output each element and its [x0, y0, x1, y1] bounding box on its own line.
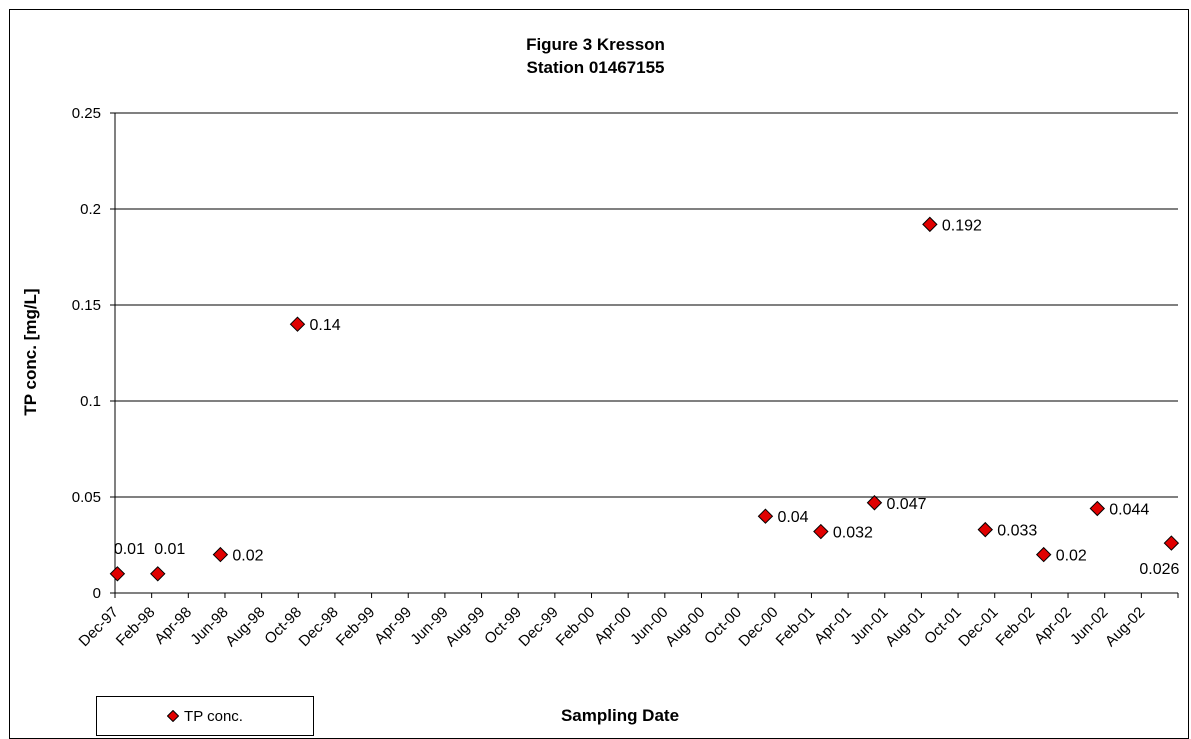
data-point	[1089, 500, 1106, 517]
x-tick-label: Apr-02	[1031, 604, 1075, 648]
x-tick-label: Dec-97	[76, 604, 122, 650]
legend: TP conc.	[96, 696, 314, 736]
data-point	[289, 316, 306, 332]
x-tick-label: Apr-99	[371, 604, 415, 648]
y-axis-label: TP conc. [mg/L]	[21, 288, 40, 416]
data-label: 0.032	[833, 525, 873, 542]
x-tick-label: Aug-00	[662, 604, 708, 650]
data-point	[212, 546, 229, 563]
x-tick-label: Feb-00	[553, 604, 599, 650]
x-tick-label: Apr-98	[151, 604, 195, 648]
data-label: 0.01	[154, 541, 185, 558]
data-label: 0.01	[114, 541, 145, 558]
data-label: 0.02	[232, 548, 263, 565]
data-point	[1163, 535, 1180, 551]
y-tick-label: 0.25	[72, 105, 101, 122]
chart-title-line-1: Figure 3 Kresson	[526, 35, 665, 54]
x-tick-label: Dec-99	[515, 604, 561, 650]
data-point	[757, 508, 774, 524]
x-tick-label: Dec-98	[296, 604, 342, 650]
chart-frame	[9, 9, 1189, 739]
x-axis-label: Sampling Date	[560, 706, 680, 725]
y-tick-label: 0.15	[72, 297, 101, 314]
x-tick-label: Dec-00	[735, 604, 781, 650]
data-label: 0.047	[886, 496, 926, 513]
y-tick-label: 0.2	[80, 201, 101, 218]
data-label: 0.033	[997, 523, 1037, 540]
x-tick-label: Feb-01	[773, 604, 819, 650]
data-point	[977, 521, 993, 538]
data-label: 0.04	[777, 509, 808, 526]
x-tick-label: Aug-02	[1102, 604, 1148, 650]
data-label: 0.14	[309, 317, 340, 334]
y-tick-label: 0	[93, 585, 101, 602]
y-tick-label: 0.05	[72, 489, 101, 506]
x-tick-label: Apr-01	[811, 604, 855, 648]
data-point	[1035, 546, 1052, 563]
data-label: 0.02	[1056, 548, 1087, 565]
legend-entry-tp-conc: TP conc.	[184, 707, 243, 725]
legend-marker-diamond-icon	[167, 710, 180, 722]
data-point	[109, 566, 126, 582]
data-point	[150, 566, 166, 582]
data-label: 0.026	[1139, 561, 1179, 578]
x-tick-label: Aug-01	[882, 604, 928, 650]
x-tick-label: Feb-02	[993, 604, 1039, 650]
y-tick-label: 0.1	[80, 393, 101, 410]
x-tick-label: Aug-99	[442, 604, 488, 650]
data-point	[922, 216, 938, 233]
x-tick-label: Dec-01	[955, 604, 1001, 650]
chart-title-line-2: Station 01467155	[526, 58, 665, 77]
data-label: 0.192	[942, 217, 982, 234]
x-tick-label: Feb-98	[113, 604, 159, 650]
x-tick-label: Aug-98	[222, 604, 268, 650]
data-point	[866, 495, 883, 511]
x-tick-label: Feb-99	[333, 604, 379, 650]
data-point	[813, 523, 829, 540]
data-label: 0.044	[1109, 502, 1149, 519]
x-tick-label: Apr-00	[591, 604, 635, 648]
